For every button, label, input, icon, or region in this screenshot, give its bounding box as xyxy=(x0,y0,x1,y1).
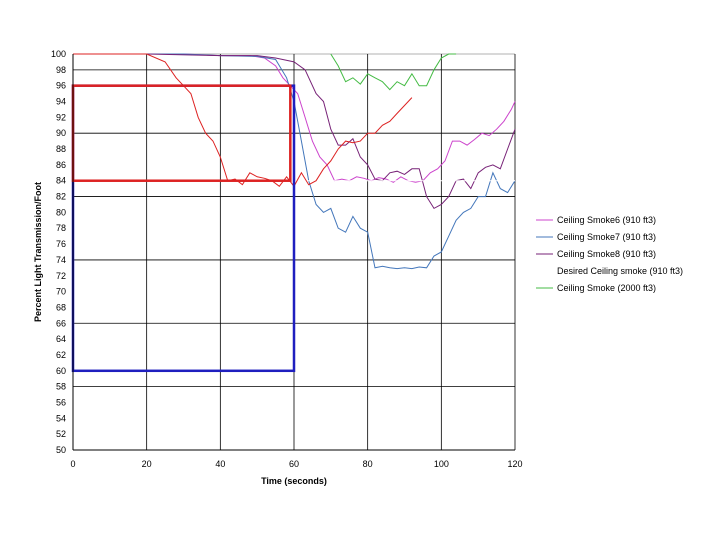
y-tick-label: 98 xyxy=(56,65,66,75)
y-tick-label: 56 xyxy=(56,397,66,407)
y-tick-label: 78 xyxy=(56,223,66,233)
y-tick-label: 86 xyxy=(56,160,66,170)
y-tick-label: 92 xyxy=(56,112,66,122)
x-tick-label: 40 xyxy=(215,459,225,469)
y-tick-label: 82 xyxy=(56,192,66,202)
y-tick-label: 80 xyxy=(56,207,66,217)
y-tick-label: 60 xyxy=(56,366,66,376)
y-tick-label: 76 xyxy=(56,239,66,249)
y-axis-label: Percent Light Transmission/Foot xyxy=(33,182,43,322)
legend-label: Ceiling Smoke8 (910 ft3) xyxy=(557,249,656,259)
x-tick-label: 80 xyxy=(363,459,373,469)
y-tick-label: 72 xyxy=(56,271,66,281)
y-tick-label: 64 xyxy=(56,334,66,344)
y-tick-label: 96 xyxy=(56,81,66,91)
x-tick-label: 120 xyxy=(507,459,522,469)
legend-label: Ceiling Smoke6 (910 ft3) xyxy=(557,215,656,225)
y-tick-label: 54 xyxy=(56,413,66,423)
y-tick-label: 88 xyxy=(56,144,66,154)
y-tick-label: 58 xyxy=(56,382,66,392)
y-tick-label: 70 xyxy=(56,287,66,297)
legend-label: Ceiling Smoke (2000 ft3) xyxy=(557,283,656,293)
y-tick-label: 52 xyxy=(56,429,66,439)
series-line-5 xyxy=(330,53,457,91)
series-line-3 xyxy=(73,53,516,210)
x-tick-label: 0 xyxy=(70,459,75,469)
y-tick-label: 90 xyxy=(56,128,66,138)
y-tick-label: 66 xyxy=(56,318,66,328)
y-tick-label: 74 xyxy=(56,255,66,265)
y-tick-label: 100 xyxy=(51,49,66,59)
x-tick-label: 100 xyxy=(434,459,449,469)
legend: Ceiling Smoke6 (910 ft3) Ceiling Smoke7 (… xyxy=(536,215,683,293)
x-tick-label: 60 xyxy=(289,459,299,469)
y-tick-label: 62 xyxy=(56,350,66,360)
x-tick-labels: 0 20 40 60 80 100 120 xyxy=(70,459,522,469)
x-tick-label: 20 xyxy=(142,459,152,469)
series-line-2 xyxy=(73,53,516,270)
legend-label: Desired Ceiling smoke (910 ft3) xyxy=(557,266,683,276)
y-tick-label: 84 xyxy=(56,176,66,186)
y-tick-label: 68 xyxy=(56,302,66,312)
y-tick-labels: 50 52 54 56 58 60 62 64 66 68 70 72 74 76 78 80 82 84 86 88… xyxy=(51,49,66,455)
y-tick-label: 94 xyxy=(56,97,66,107)
legend-label: Ceiling Smoke7 (910 ft3) xyxy=(557,232,656,242)
y-tick-label: 50 xyxy=(56,445,66,455)
x-axis-label: Time (seconds) xyxy=(261,476,327,486)
